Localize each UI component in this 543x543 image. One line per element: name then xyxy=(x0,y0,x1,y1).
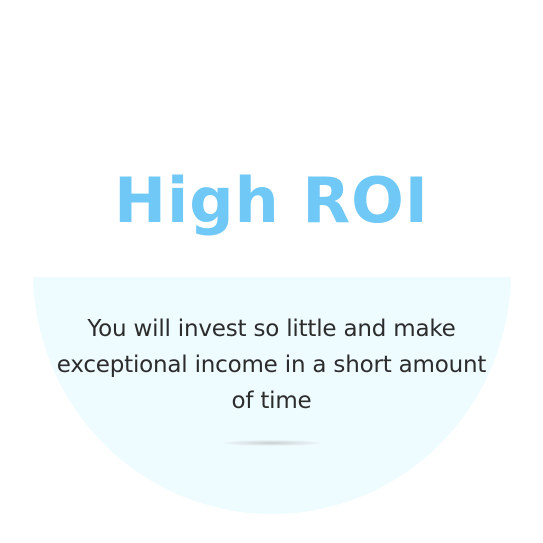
decorative-shadow xyxy=(222,440,322,446)
feature-title: High ROI xyxy=(114,164,429,237)
feature-description: You will invest so little and make excep… xyxy=(56,316,487,414)
top-white-area xyxy=(0,0,543,277)
